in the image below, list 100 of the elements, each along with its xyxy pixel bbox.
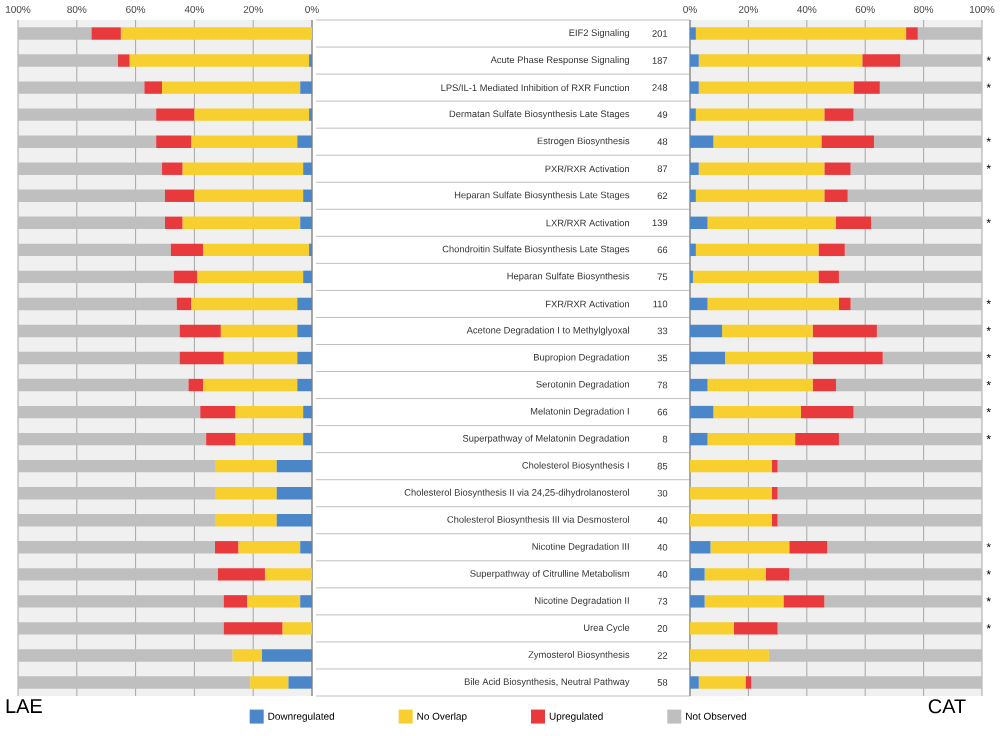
bar [690,135,714,148]
bar [800,405,854,419]
bar [18,243,171,257]
bar [690,649,769,662]
bar [745,676,752,689]
bar [713,135,822,148]
bar [690,351,726,365]
bar [303,189,312,202]
bar [704,595,784,608]
bar [836,378,983,392]
bar [165,189,195,202]
bar [303,405,312,419]
bar [264,568,312,581]
bar [707,297,839,311]
bar [214,459,277,473]
bar [695,189,825,202]
bar [690,459,772,473]
bar [156,135,192,148]
bar [203,378,298,392]
bar [698,81,854,94]
bar [725,351,813,365]
bar [838,297,851,311]
bar [789,568,983,581]
bar [812,324,877,338]
bar [690,487,772,500]
bar [873,135,983,148]
bar [214,487,277,500]
bar [690,541,711,554]
bar [300,81,312,94]
bar [232,649,263,662]
bar [690,27,696,40]
bar [824,162,851,175]
bar [18,270,174,284]
bar [690,216,708,230]
bar [303,270,312,284]
bar [768,649,983,662]
bar [297,351,312,365]
bar [707,432,796,446]
bar [179,351,224,365]
bar [690,243,696,257]
bar [853,108,983,121]
bar [170,243,204,257]
bar [882,351,983,365]
bar [777,487,983,500]
bar [235,405,304,419]
bar [176,297,192,311]
bar [18,541,215,554]
bar [300,595,312,608]
bar [812,378,837,392]
bar [188,378,204,392]
bar [182,162,304,175]
bar [220,324,298,338]
bar [698,162,825,175]
bar [690,189,696,202]
bar [144,81,163,94]
bar [771,514,778,527]
bar [18,487,215,500]
bar [303,432,312,446]
bar [288,676,312,689]
bar [194,189,304,202]
bar [704,568,766,581]
bar [824,595,983,608]
bar [18,162,163,175]
bar [91,27,121,40]
bar [812,351,883,365]
bar [690,405,714,419]
bar [771,487,778,500]
bar [18,351,180,365]
bar [777,622,983,635]
bar [203,243,310,257]
bar [690,378,708,392]
bar [303,162,312,175]
bar [850,162,983,175]
bar [182,216,301,230]
bar [217,568,265,581]
bar [18,81,145,94]
bar [18,54,118,67]
bar [871,216,983,230]
bar [156,108,195,121]
bar [838,270,983,284]
bar [707,216,837,230]
bar [853,81,880,94]
bar [276,514,312,527]
bar [906,27,918,40]
bar [238,541,301,554]
bar [876,324,983,338]
bar [690,108,696,121]
bar [827,541,983,554]
bar [824,108,854,121]
bar [692,270,819,284]
bar [129,54,310,67]
bar [223,622,283,635]
bar [695,27,907,40]
bar [200,405,236,419]
bar [690,297,708,311]
bar [250,676,289,689]
bar [824,189,848,202]
bar [690,595,705,608]
bar [818,243,845,257]
bar [18,514,215,527]
